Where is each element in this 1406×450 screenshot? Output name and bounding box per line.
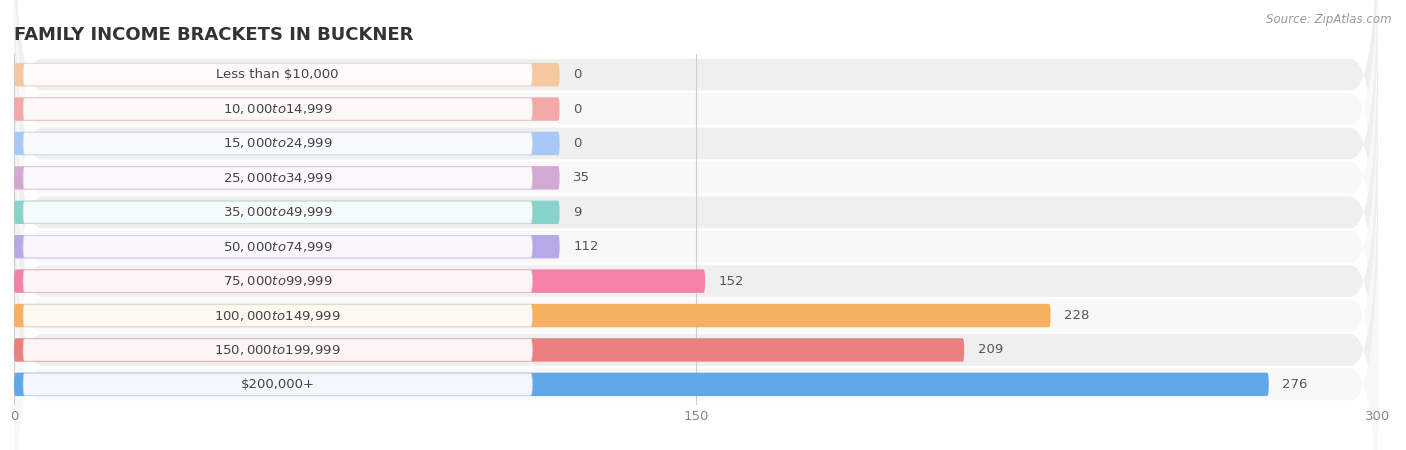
Text: 0: 0	[574, 68, 582, 81]
FancyBboxPatch shape	[14, 97, 560, 121]
Text: $75,000 to $99,999: $75,000 to $99,999	[224, 274, 333, 288]
FancyBboxPatch shape	[14, 270, 704, 293]
FancyBboxPatch shape	[14, 0, 1378, 266]
FancyBboxPatch shape	[22, 305, 533, 327]
FancyBboxPatch shape	[22, 63, 533, 86]
FancyBboxPatch shape	[14, 0, 1378, 300]
Text: $150,000 to $199,999: $150,000 to $199,999	[215, 343, 342, 357]
Text: $15,000 to $24,999: $15,000 to $24,999	[224, 136, 333, 150]
FancyBboxPatch shape	[14, 304, 1050, 327]
FancyBboxPatch shape	[14, 90, 1378, 450]
Text: 112: 112	[574, 240, 599, 253]
FancyBboxPatch shape	[22, 374, 533, 396]
Text: $50,000 to $74,999: $50,000 to $74,999	[224, 240, 333, 254]
FancyBboxPatch shape	[14, 56, 1378, 437]
Text: 209: 209	[977, 343, 1002, 356]
Text: 152: 152	[718, 274, 744, 288]
FancyBboxPatch shape	[22, 167, 533, 189]
FancyBboxPatch shape	[22, 201, 533, 223]
FancyBboxPatch shape	[14, 159, 1378, 450]
Text: 0: 0	[574, 137, 582, 150]
FancyBboxPatch shape	[22, 236, 533, 258]
FancyBboxPatch shape	[14, 132, 560, 155]
Text: 0: 0	[574, 103, 582, 116]
Text: 35: 35	[574, 171, 591, 184]
FancyBboxPatch shape	[14, 194, 1378, 450]
FancyBboxPatch shape	[14, 22, 1378, 403]
FancyBboxPatch shape	[22, 132, 533, 154]
FancyBboxPatch shape	[14, 338, 965, 362]
FancyBboxPatch shape	[22, 98, 533, 120]
Text: $35,000 to $49,999: $35,000 to $49,999	[224, 205, 333, 219]
FancyBboxPatch shape	[14, 166, 560, 189]
FancyBboxPatch shape	[14, 235, 560, 258]
FancyBboxPatch shape	[14, 0, 1378, 369]
Text: 276: 276	[1282, 378, 1308, 391]
FancyBboxPatch shape	[14, 125, 1378, 450]
FancyBboxPatch shape	[22, 339, 533, 361]
Text: $10,000 to $14,999: $10,000 to $14,999	[224, 102, 333, 116]
Text: Less than $10,000: Less than $10,000	[217, 68, 339, 81]
Text: $200,000+: $200,000+	[240, 378, 315, 391]
Text: 228: 228	[1064, 309, 1090, 322]
FancyBboxPatch shape	[14, 373, 1268, 396]
FancyBboxPatch shape	[14, 201, 560, 224]
Text: 9: 9	[574, 206, 582, 219]
FancyBboxPatch shape	[22, 270, 533, 292]
FancyBboxPatch shape	[14, 63, 560, 86]
FancyBboxPatch shape	[14, 0, 1378, 334]
Text: FAMILY INCOME BRACKETS IN BUCKNER: FAMILY INCOME BRACKETS IN BUCKNER	[14, 26, 413, 44]
Text: Source: ZipAtlas.com: Source: ZipAtlas.com	[1267, 14, 1392, 27]
Text: $25,000 to $34,999: $25,000 to $34,999	[224, 171, 333, 185]
Text: $100,000 to $149,999: $100,000 to $149,999	[215, 309, 342, 323]
